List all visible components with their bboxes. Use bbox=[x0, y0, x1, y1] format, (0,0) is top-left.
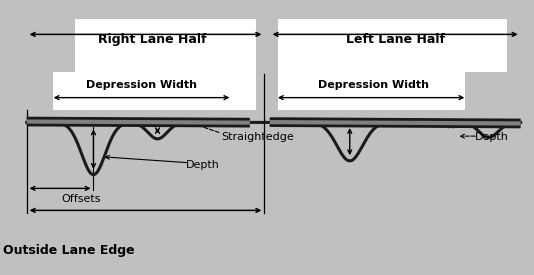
Text: Depth: Depth bbox=[186, 160, 220, 170]
Text: Straightedge: Straightedge bbox=[222, 133, 294, 142]
Text: Depression Width: Depression Width bbox=[86, 80, 197, 90]
Text: Offsets: Offsets bbox=[61, 194, 101, 204]
Text: Depression Width: Depression Width bbox=[318, 80, 429, 90]
Bar bbox=[53, 72, 256, 110]
Bar bbox=[278, 72, 465, 110]
Bar bbox=[278, 19, 507, 72]
Text: Left Lane Half: Left Lane Half bbox=[345, 33, 445, 46]
Bar bbox=[75, 19, 256, 72]
Text: Outside Lane Edge: Outside Lane Edge bbox=[3, 244, 134, 257]
Text: Right Lane Half: Right Lane Half bbox=[98, 33, 207, 46]
Text: Depth: Depth bbox=[475, 133, 509, 142]
